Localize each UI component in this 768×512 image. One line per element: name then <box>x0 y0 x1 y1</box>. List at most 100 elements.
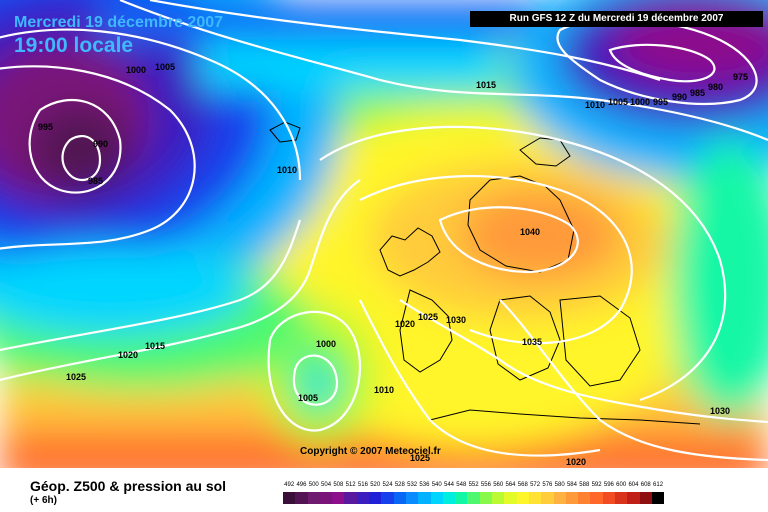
scale-swatch <box>565 492 579 504</box>
scale-label: 544 <box>444 482 455 488</box>
scale-label: 576 <box>542 482 553 488</box>
scale-swatch <box>319 492 333 504</box>
scale-label: 612 <box>653 482 664 488</box>
scale-swatch <box>516 492 529 504</box>
isobar-label: 985 <box>690 88 705 98</box>
scale-swatch <box>651 492 665 504</box>
isobar-label: 1025 <box>66 372 86 382</box>
legend-footer: Géop. Z500 & pression au sol (+ 6h) 492 4… <box>0 468 768 512</box>
isobar-label: 1000 <box>126 65 146 75</box>
scale-label: 592 <box>591 482 602 488</box>
scale-label: 512 <box>345 482 356 488</box>
scale-swatch <box>578 492 591 504</box>
scale-swatch <box>307 492 320 504</box>
isobar-label: 985 <box>88 176 103 186</box>
scale-swatch <box>467 492 480 504</box>
scale-label: 600 <box>616 482 627 488</box>
scale-label: 564 <box>505 482 516 488</box>
isobar-label: 990 <box>672 92 687 102</box>
isobar-label: 1040 <box>520 227 540 237</box>
scale-swatch <box>615 492 628 504</box>
scale-label: 504 <box>321 482 332 488</box>
scale-swatch <box>639 492 652 504</box>
field-title: Géop. Z500 & pression au sol <box>30 478 227 494</box>
scale-swatch <box>405 492 419 504</box>
isobar-label: 1035 <box>522 337 542 347</box>
isobar-label: 1025 <box>410 453 430 463</box>
isobar-label: 1030 <box>710 406 730 416</box>
isobar-label: 1030 <box>446 315 466 325</box>
isobar-label: 1005 <box>155 62 175 72</box>
isobar-label: 990 <box>93 139 108 149</box>
scale-swatch <box>283 492 296 504</box>
scale-swatch <box>418 492 431 504</box>
coastlines <box>269 121 701 425</box>
isobar-label: 1005 <box>608 97 628 107</box>
scale-swatch <box>541 492 554 504</box>
scale-label: 532 <box>407 482 418 488</box>
scale-swatch <box>344 492 357 504</box>
scale-label: 584 <box>566 482 577 488</box>
isobar-label: 1025 <box>418 312 438 322</box>
scale-label: 520 <box>370 482 381 488</box>
forecast-date: Mercredi 19 décembre 2007 <box>14 14 224 31</box>
isobar-label: 1015 <box>145 341 165 351</box>
scale-label: 596 <box>603 482 614 488</box>
scale-label: 492 <box>284 482 295 488</box>
scale-swatch <box>528 492 542 504</box>
isobar-label: 1020 <box>566 457 586 467</box>
forecast-step: (+ 6h) <box>30 495 57 506</box>
scale-label: 604 <box>628 482 639 488</box>
isobar-label: 1000 <box>630 97 650 107</box>
isobar-label: 1005 <box>298 393 318 403</box>
scale-label: 496 <box>296 482 307 488</box>
scale-label: 524 <box>382 482 393 488</box>
scale-label: 528 <box>394 482 405 488</box>
scale-label: 536 <box>419 482 430 488</box>
isobar-label: 980 <box>708 82 723 92</box>
scale-swatch <box>295 492 308 504</box>
scale-swatch <box>455 492 468 504</box>
scale-label: 588 <box>579 482 590 488</box>
color-scale-bar <box>283 492 763 504</box>
isobar-label: 1020 <box>118 350 138 360</box>
scale-label: 608 <box>640 482 651 488</box>
isobar-label: 1020 <box>395 319 415 329</box>
isobar-label: 995 <box>653 97 668 107</box>
isobar-label: 1010 <box>374 385 394 395</box>
scale-swatch <box>492 492 505 504</box>
scale-label: 548 <box>456 482 467 488</box>
color-field <box>0 0 768 468</box>
copyright-notice: Copyright © 2007 Meteociel.fr <box>300 446 441 457</box>
scale-swatch <box>504 492 517 504</box>
scale-label: 516 <box>357 482 368 488</box>
isobar-label: 1000 <box>316 339 336 349</box>
scale-swatch <box>369 492 382 504</box>
scale-swatch <box>627 492 640 504</box>
scale-swatch <box>381 492 394 504</box>
scale-label: 556 <box>480 482 491 488</box>
scale-swatch <box>332 492 345 504</box>
scale-swatch <box>602 492 616 504</box>
isobar-label: 975 <box>733 72 748 82</box>
scale-swatch <box>479 492 493 504</box>
scale-swatch <box>356 492 370 504</box>
scale-label: 508 <box>333 482 344 488</box>
scale-label: 552 <box>468 482 479 488</box>
isobar-label: 1015 <box>476 80 496 90</box>
isobar-label: 1010 <box>585 100 605 110</box>
scale-label: 568 <box>517 482 528 488</box>
scale-swatch <box>430 492 443 504</box>
scale-swatch <box>590 492 603 504</box>
isobar-label: 995 <box>38 122 53 132</box>
scale-swatch <box>553 492 566 504</box>
scale-label: 540 <box>431 482 442 488</box>
scale-label: 580 <box>554 482 565 488</box>
scale-swatch <box>393 492 406 504</box>
color-scale: 492 496 500 504 508 512 516 520 524 528 532 536 540 5… <box>283 480 763 504</box>
forecast-time: 19:00 locale <box>14 34 134 57</box>
color-scale-labels: 492 496 500 504 508 512 516 520 524 528 532 536 540 5… <box>283 480 763 490</box>
